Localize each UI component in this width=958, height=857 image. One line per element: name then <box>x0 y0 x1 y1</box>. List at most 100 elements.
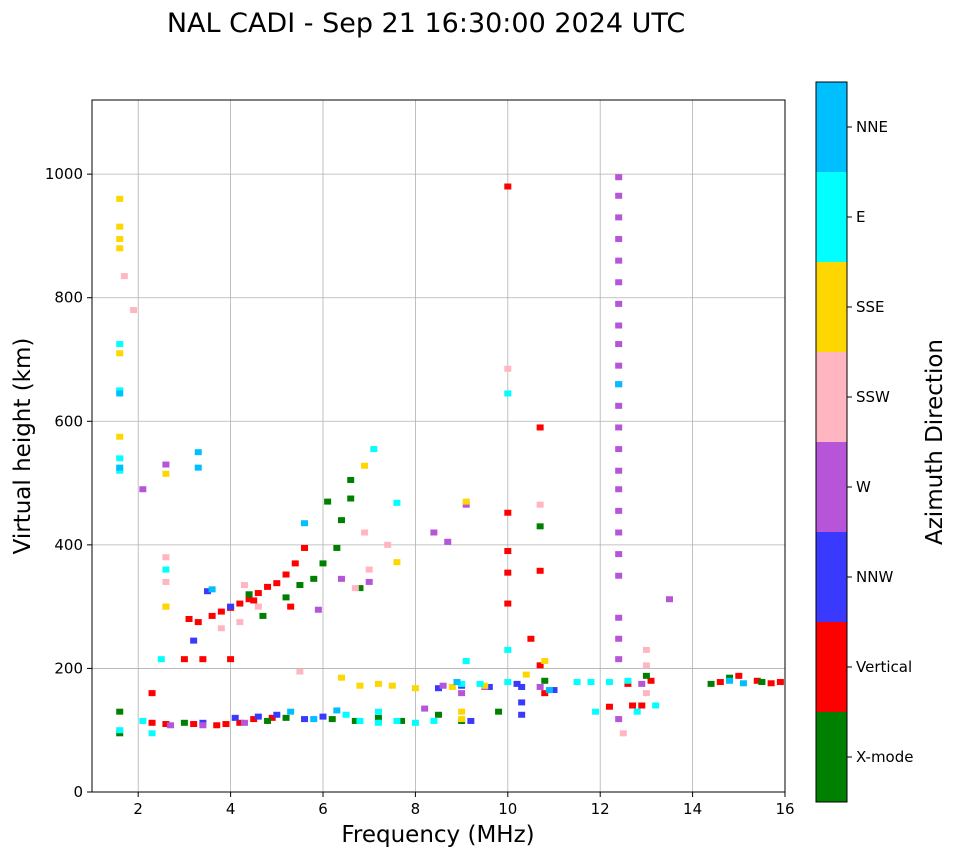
echo-point-w <box>421 705 429 712</box>
colorbar-swatch-ssw <box>816 352 847 442</box>
echo-point-sse <box>458 708 466 715</box>
echo-point-nnw <box>467 717 475 724</box>
echo-point-sse <box>374 680 382 687</box>
echo-point-vertical <box>236 719 244 726</box>
colorbar-swatch-w <box>816 442 847 532</box>
x-tick-label: 16 <box>775 800 794 818</box>
echo-point-vertical <box>148 719 156 726</box>
echo-point-vertical <box>162 721 170 728</box>
echo-point-sse <box>116 245 124 252</box>
echo-point-e <box>139 717 147 724</box>
echo-point-vertical <box>185 616 193 622</box>
echo-point-w <box>430 529 438 536</box>
echo-point-vertical <box>180 656 188 663</box>
colorbar-swatch-e <box>816 172 847 262</box>
echo-point-e <box>633 708 641 715</box>
echo-point-nnw <box>254 713 262 720</box>
echo-point-e <box>393 717 401 724</box>
echo-point-nnw <box>273 711 281 718</box>
echo-point-sse <box>116 433 124 440</box>
echo-point-e <box>592 708 600 715</box>
echo-point-nnw <box>518 683 526 690</box>
echo-point-vertical <box>735 672 743 679</box>
echo-point-w <box>615 507 623 514</box>
echo-point-e <box>374 708 382 715</box>
y-tick-label: 1000 <box>45 165 83 183</box>
echo-point-vertical <box>605 703 613 710</box>
echo-point-w <box>615 716 623 723</box>
echo-point-vertical <box>767 680 775 687</box>
echo-point-x-mode <box>435 711 442 718</box>
echo-point-sse <box>411 685 419 692</box>
echo-point-e <box>504 679 512 686</box>
echo-point-vertical <box>753 677 761 684</box>
echo-point-e <box>476 680 484 687</box>
plot-area: 2 4 6 8 10 12 14 16 0 200 400 600 800 1000 <box>45 99 795 818</box>
echo-point-e <box>411 719 419 726</box>
colorbar-tick-label: NNW <box>856 568 893 586</box>
echo-point-w <box>240 719 248 726</box>
echo-point-e <box>573 679 581 686</box>
chart-title: NAL CADI - Sep 21 16:30:00 2024 UTC <box>167 8 685 39</box>
echo-point-x-mode <box>398 717 406 724</box>
echo-point-x-mode <box>282 594 290 601</box>
echo-point-vertical <box>264 583 272 590</box>
echo-point-sse <box>458 716 466 723</box>
y-tick-label: 800 <box>54 289 83 307</box>
echo-point-w <box>638 680 646 687</box>
colorbar-tick-label: NNE <box>856 118 888 136</box>
y-axis-ticks: 0 200 400 600 800 1000 <box>45 165 92 801</box>
echo-point-e <box>587 679 595 686</box>
echo-point-x-mode <box>726 674 734 681</box>
echo-point-x-mode <box>347 495 355 502</box>
echo-point-x-mode <box>495 708 503 715</box>
x-axis-label: Frequency (MHz) <box>341 822 534 848</box>
echo-point-vertical <box>254 590 262 597</box>
echo-point-vertical <box>536 424 544 431</box>
echo-point-w <box>139 486 147 493</box>
x-tick-label: 12 <box>591 800 610 818</box>
echo-point-vertical <box>629 702 637 709</box>
echo-point-x-mode <box>347 476 355 483</box>
echo-point-nne <box>739 680 747 687</box>
x-axis-ticks: 2 4 6 8 10 12 14 16 <box>133 792 795 818</box>
echo-point-nnw <box>190 637 198 644</box>
echo-point-nne <box>615 381 623 388</box>
echo-point-vertical <box>213 722 221 729</box>
echo-point-w <box>162 461 170 468</box>
echo-point-nne <box>194 464 202 471</box>
plot-frame <box>91 99 786 793</box>
echo-point-vertical <box>527 635 535 642</box>
echo-point-w <box>615 486 623 493</box>
echo-point-nne <box>116 464 124 471</box>
echo-point-nnw <box>319 713 327 720</box>
echo-point-e <box>374 719 382 726</box>
echo-point-e <box>462 658 470 665</box>
colorbar-frame <box>815 81 848 803</box>
colorbar-tick-label: W <box>856 478 871 496</box>
echo-point-e <box>157 656 165 663</box>
echo-point-w <box>615 257 623 264</box>
echo-point-sse <box>337 674 345 681</box>
echo-point-w <box>444 538 452 545</box>
echo-point-x-mode <box>333 544 341 551</box>
echo-point-w <box>615 424 623 431</box>
echo-point-e <box>430 717 438 724</box>
echo-point-ssw <box>296 668 304 675</box>
echo-point-x-mode <box>319 560 327 567</box>
echo-point-vertical <box>536 567 544 574</box>
echo-point-ssw <box>361 529 369 536</box>
echo-point-w <box>615 236 623 243</box>
echo-point-vertical <box>504 509 512 516</box>
echo-point-x-mode <box>296 582 304 589</box>
echo-point-w <box>462 501 470 508</box>
y-tick-label: 0 <box>73 783 83 801</box>
colorbar-tick-label: SSW <box>856 388 890 406</box>
echo-point-sse <box>116 236 124 243</box>
echo-point-ssw <box>504 365 512 372</box>
echo-points <box>116 174 784 737</box>
echo-point-vertical <box>148 690 156 697</box>
echo-point-vertical <box>541 690 549 697</box>
echo-point-vertical <box>504 548 512 555</box>
